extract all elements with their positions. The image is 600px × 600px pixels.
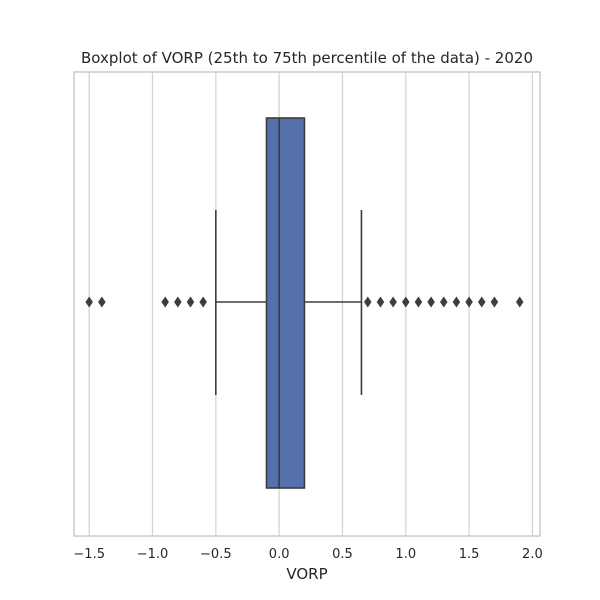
outlier-point bbox=[402, 296, 410, 308]
chart-title: Boxplot of VORP (25th to 75th percentile… bbox=[81, 49, 533, 67]
outlier-point bbox=[439, 296, 448, 308]
iqr-box bbox=[265, 117, 306, 489]
outlier-point bbox=[452, 296, 461, 308]
outlier-point bbox=[465, 296, 473, 308]
plot-frame bbox=[73, 71, 541, 537]
x-tick-label: 1.0 bbox=[395, 547, 416, 562]
x-axis-ticks: −1.5 −1.0 −0.5 0.0 0.5 1.0 1.5 2.0 bbox=[73, 547, 542, 562]
x-tick-label: −0.5 bbox=[200, 547, 232, 562]
x-tick-label: 0.5 bbox=[332, 547, 353, 562]
outliers bbox=[85, 296, 524, 308]
outlier-point bbox=[161, 296, 169, 308]
x-tick-label: −1.5 bbox=[73, 547, 105, 562]
outlier-point bbox=[186, 296, 195, 308]
outlier-point bbox=[515, 296, 524, 308]
outlier-point bbox=[490, 296, 499, 308]
outlier-point bbox=[364, 296, 372, 308]
outlier-point bbox=[477, 296, 486, 308]
x-tick-label: 0.0 bbox=[269, 547, 290, 562]
x-axis-label: VORP bbox=[286, 565, 328, 583]
x-tick-label: 2.0 bbox=[522, 547, 543, 562]
outlier-point bbox=[199, 296, 207, 308]
outlier-point bbox=[98, 296, 106, 308]
outlier-point bbox=[376, 296, 385, 308]
outlier-point bbox=[427, 296, 435, 308]
x-tick-label: 1.5 bbox=[459, 547, 480, 562]
outlier-point bbox=[414, 296, 423, 308]
outlier-point bbox=[174, 296, 182, 308]
x-tick-label: −1.0 bbox=[137, 547, 169, 562]
whiskers bbox=[215, 210, 363, 395]
outlier-point bbox=[85, 296, 93, 308]
grid-lines bbox=[88, 72, 534, 536]
outlier-point bbox=[389, 296, 397, 308]
